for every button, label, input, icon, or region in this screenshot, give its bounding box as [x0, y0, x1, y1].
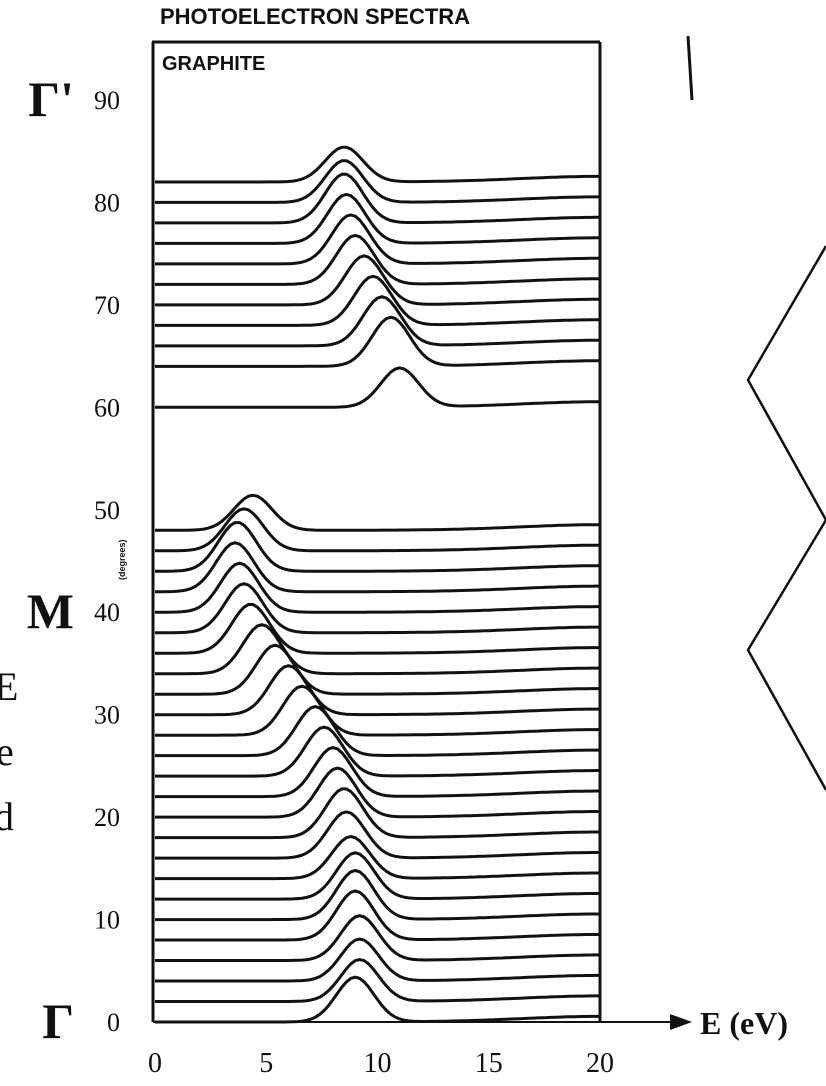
- decorative-stroke: [686, 35, 694, 101]
- spectrum-curve: [155, 493, 600, 532]
- spectrum-curve: [155, 664, 600, 717]
- spectrum-curve: [155, 233, 600, 286]
- y-tick-labels: 0 10 20 30 40 50 60 70 80 90: [94, 86, 120, 1037]
- spectrum-curve: [155, 295, 600, 348]
- y-axis-label: (degrees): [117, 539, 127, 580]
- brillouin-zone-zigzag: [746, 245, 826, 791]
- x-axis-label: E (eV): [700, 1005, 788, 1041]
- chart-subtitle: GRAPHITE: [162, 53, 265, 75]
- x-tick-label: 0: [148, 1048, 162, 1079]
- spectrum-curve: [155, 213, 600, 266]
- spectrum-curve: [155, 366, 600, 409]
- y-tick-label: 40: [94, 598, 120, 627]
- spectrum-curve: [155, 851, 600, 901]
- x-tick-label: 5: [259, 1048, 273, 1079]
- x-tick-label: 10: [364, 1048, 392, 1079]
- spectrum-curve: [155, 810, 600, 860]
- symmetry-point-label: M: [27, 583, 74, 639]
- spectrum-curve: [155, 746, 600, 799]
- spectrum-curve: [155, 315, 600, 368]
- spectrum-curve: [155, 603, 600, 655]
- chart-title: PHOTOELECTRON SPECTRA: [160, 4, 470, 29]
- x-tick-label: 15: [475, 1048, 503, 1079]
- spectrum-curve: [155, 889, 601, 942]
- spectrum-curve: [155, 834, 600, 881]
- spectrum-curve: [155, 937, 600, 983]
- spectrum-curve: [155, 192, 600, 245]
- spectrum-curve: [155, 274, 600, 327]
- spectrum-curve: [155, 766, 600, 819]
- cropped-text-fragment-2: e: [0, 729, 14, 774]
- spectrum-curve: [155, 787, 600, 840]
- spectrum-curve: [155, 684, 600, 737]
- symmetry-point-label: Γ': [28, 71, 74, 127]
- spectrum-curve: [155, 868, 600, 922]
- x-tick-label: 20: [586, 1048, 614, 1079]
- spectrum-curve: [155, 507, 600, 553]
- spectrum-curve: [155, 541, 600, 594]
- spectrum-curve: [155, 705, 601, 758]
- spectrum-curve: [155, 957, 600, 1003]
- y-tick-label: 60: [94, 393, 120, 422]
- cropped-text-fragment-3: d: [0, 794, 14, 839]
- spectrum-curve: [155, 643, 600, 696]
- spectrum-curve: [155, 975, 600, 1024]
- y-tick-label: 10: [94, 906, 120, 935]
- spectrum-curve: [155, 725, 600, 778]
- spectrum-curve: [155, 914, 600, 962]
- y-tick-label: 50: [94, 496, 120, 525]
- cropped-text-fragment-1: E: [0, 664, 18, 709]
- spectrum-curve: [155, 521, 601, 573]
- spectrum-curve: [155, 582, 600, 635]
- x-tick-labels: 0 5 10 15 20: [148, 1048, 614, 1079]
- x-axis-arrow-head: [670, 1014, 692, 1030]
- spectra-curves: [155, 145, 601, 1024]
- y-tick-label: 70: [94, 291, 120, 320]
- spectrum-curve: [155, 159, 601, 204]
- y-tick-label: 30: [94, 701, 120, 730]
- spectrum-curve: [155, 561, 600, 614]
- y-tick-label: 20: [94, 803, 120, 832]
- symmetry-point-labels: Γ M Γ': [27, 71, 74, 1049]
- spectrum-curve: [155, 623, 600, 676]
- spectrum-curve: [155, 172, 600, 225]
- y-tick-label: 90: [94, 86, 120, 115]
- y-tick-label: 0: [107, 1008, 120, 1037]
- y-tick-label: 80: [94, 188, 120, 217]
- spectrum-curve: [155, 254, 600, 307]
- symmetry-point-label: Γ: [42, 993, 74, 1049]
- spectrum-curve: [155, 145, 600, 184]
